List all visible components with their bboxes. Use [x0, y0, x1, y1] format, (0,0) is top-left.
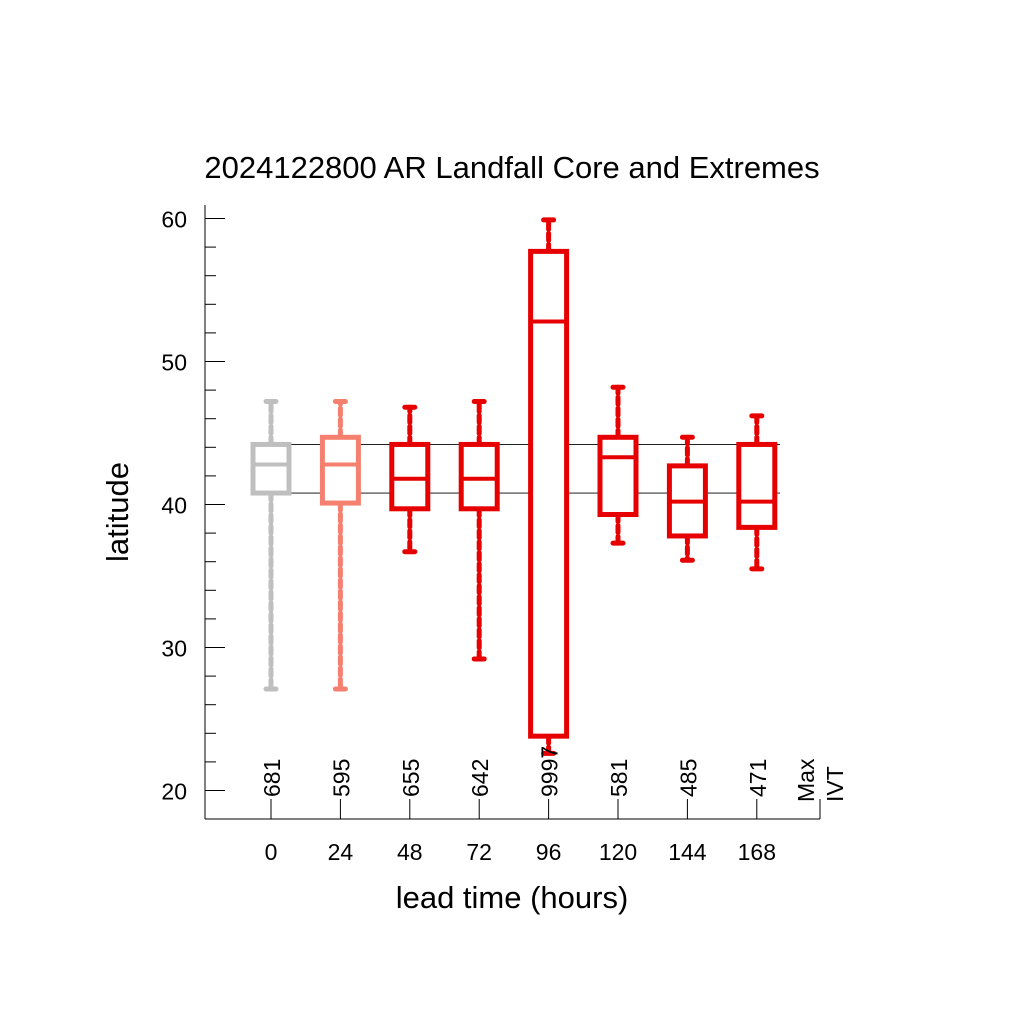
box-lead-0	[250, 399, 292, 692]
x-tick-label: 0	[265, 839, 278, 865]
y-tick-label: 40	[161, 493, 187, 519]
max-ivt-value: 471	[745, 759, 771, 797]
box-lead-168	[736, 413, 778, 572]
y-tick-label: 60	[161, 207, 187, 233]
max-ivt-value: 581	[606, 759, 632, 797]
box-lead-96	[528, 217, 570, 756]
iqr-box	[319, 434, 361, 506]
boxes	[250, 217, 778, 756]
max-ivt-value: 9997	[537, 746, 563, 797]
side-label-ivt: IVT	[822, 766, 848, 802]
x-tick-label: 120	[599, 839, 637, 865]
iqr-box	[597, 434, 639, 518]
y-tick-label: 50	[161, 350, 187, 376]
box-lead-48	[389, 404, 431, 555]
max-ivt-labels: 681 595 655 642 9997 581 485 471 Max IVT	[259, 746, 848, 802]
iqr-box	[458, 441, 500, 512]
max-ivt-value: 681	[259, 759, 285, 797]
max-ivt-value: 595	[328, 759, 354, 797]
side-label-max: Max	[793, 758, 819, 802]
iqr-box	[528, 248, 570, 739]
x-tick-label: 72	[466, 839, 492, 865]
x-tick-label: 48	[397, 839, 423, 865]
x-tick-label: 168	[738, 839, 776, 865]
box-lead-120	[597, 384, 639, 546]
iqr-box	[736, 441, 778, 530]
box-lead-144	[666, 434, 708, 563]
max-ivt-value: 642	[467, 759, 493, 797]
x-tick-labels: 0 24 48 72 96 120 144 168	[265, 839, 776, 865]
x-axis-label: lead time (hours)	[396, 880, 629, 915]
x-tick-label: 24	[328, 839, 354, 865]
y-tick-label: 20	[161, 779, 187, 805]
y-axis-label: latitude	[100, 462, 135, 562]
chart-title: 2024122800 AR Landfall Core and Extremes	[204, 150, 819, 185]
max-ivt-value: 485	[675, 759, 701, 797]
box-lead-24	[319, 399, 361, 692]
x-tick-label: 96	[536, 839, 562, 865]
axes: 20 30 40 50 60	[161, 205, 821, 820]
iqr-box	[250, 441, 292, 496]
y-tick-label: 30	[161, 636, 187, 662]
max-ivt-value: 655	[398, 759, 424, 797]
x-tick-label: 144	[668, 839, 707, 865]
iqr-box	[389, 441, 431, 512]
box-lead-72	[458, 399, 500, 662]
